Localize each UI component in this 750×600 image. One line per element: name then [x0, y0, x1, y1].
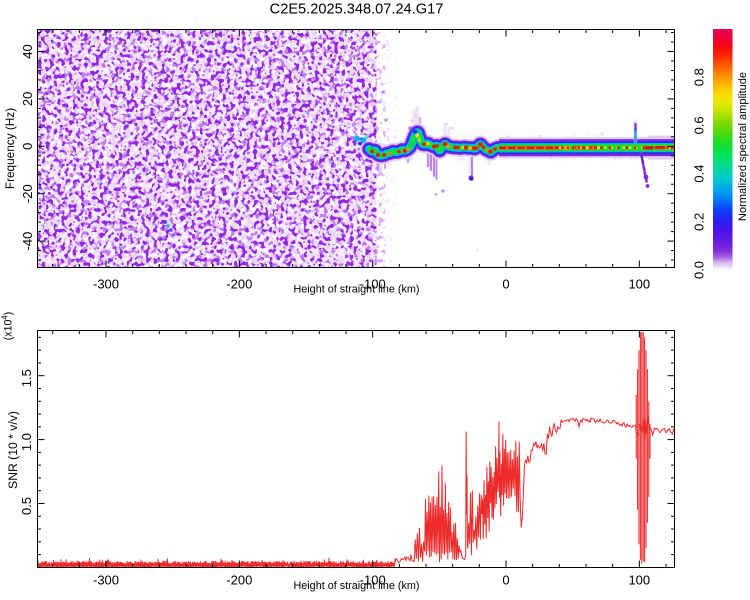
svg-text:0.4: 0.4 [692, 165, 707, 183]
svg-text:Height of straight line (km): Height of straight line (km) [293, 580, 419, 592]
svg-text:-300: -300 [93, 277, 119, 292]
svg-text:20: 20 [20, 92, 35, 106]
svg-text:(x104): (x104) [1, 312, 15, 340]
svg-text:0: 0 [502, 277, 509, 292]
svg-text:-200: -200 [226, 277, 252, 292]
svg-text:-100: -100 [360, 573, 386, 588]
svg-text:40: 40 [20, 44, 35, 58]
svg-text:Height of straight line (km): Height of straight line (km) [293, 284, 419, 296]
svg-text:0.0: 0.0 [692, 261, 707, 279]
svg-text:C2E5.2025.348.07.24.G17: C2E5.2025.348.07.24.G17 [270, 2, 444, 18]
svg-text:0: 0 [20, 143, 35, 150]
svg-text:100: 100 [628, 277, 650, 292]
svg-text:SNR (10 * v/v): SNR (10 * v/v) [6, 411, 20, 489]
svg-text:1.0: 1.0 [19, 433, 34, 451]
svg-text:0: 0 [502, 573, 509, 588]
svg-text:0.5: 0.5 [19, 497, 34, 515]
svg-text:1.5: 1.5 [19, 369, 34, 387]
svg-text:0.6: 0.6 [692, 116, 707, 134]
svg-text:Frequency (Hz): Frequency (Hz) [3, 108, 17, 189]
svg-text:-20: -20 [20, 184, 35, 203]
svg-text:Normalized spectral amplitude: Normalized spectral amplitude [737, 72, 749, 221]
svg-text:-300: -300 [93, 573, 119, 588]
svg-text:0.8: 0.8 [692, 68, 707, 86]
svg-text:100: 100 [628, 573, 650, 588]
svg-text:-200: -200 [226, 573, 252, 588]
svg-text:-40: -40 [20, 232, 35, 251]
svg-text:-100: -100 [360, 277, 386, 292]
svg-text:0.2: 0.2 [692, 213, 707, 231]
